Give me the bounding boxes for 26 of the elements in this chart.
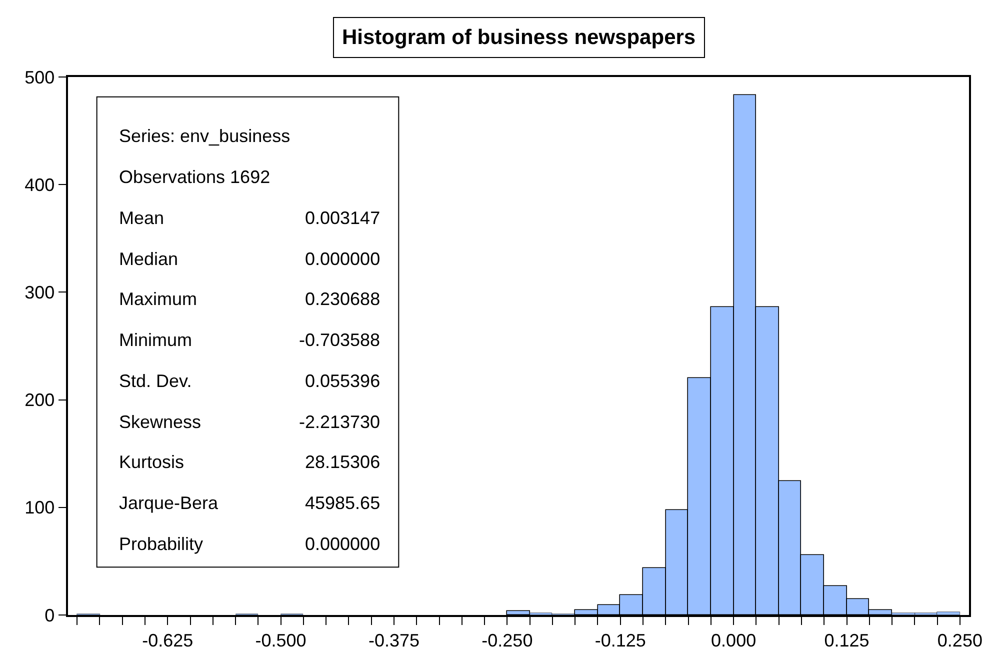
text: Skewness -2.213730 [119,412,380,432]
text: Kurtosis 28.15306 [119,452,380,472]
x-tick-label: -0.625 [142,630,194,650]
x-tick-label: 0.000 [711,630,756,650]
y-tick-label: 100 [24,498,55,518]
y-tick-label: 200 [24,390,55,410]
annotation: Observations 1692 [119,167,270,187]
text: Minimum -0.703588 [119,330,380,350]
text: Mean 0.003147 [119,208,380,228]
x-tick-label: -0.125 [594,630,646,650]
text: Std. Dev. 0.055396 [119,371,380,391]
x-tick-label: -0.250 [482,630,533,650]
annotation: Series: env_business [119,126,290,146]
y-tick-label: 400 [24,174,55,195]
text: Jarque-Bera 45985.65 [119,493,380,513]
y-tick-label: 500 [24,67,55,88]
x-tick-label: 0.250 [937,630,982,650]
y-tick-label: 0 [44,605,55,626]
text: Probability 0.000000 [119,534,380,554]
x-tick-label: 0.125 [824,630,870,650]
text: Median 0.000000 [119,249,380,269]
text: Maximum 0.230688 [119,289,380,309]
y-tick-label: 300 [24,282,55,302]
x-tick-label: -0.375 [368,630,420,650]
chart-title: Histogram of business newspapers [342,26,696,49]
x-tick-label: -0.500 [255,630,306,650]
